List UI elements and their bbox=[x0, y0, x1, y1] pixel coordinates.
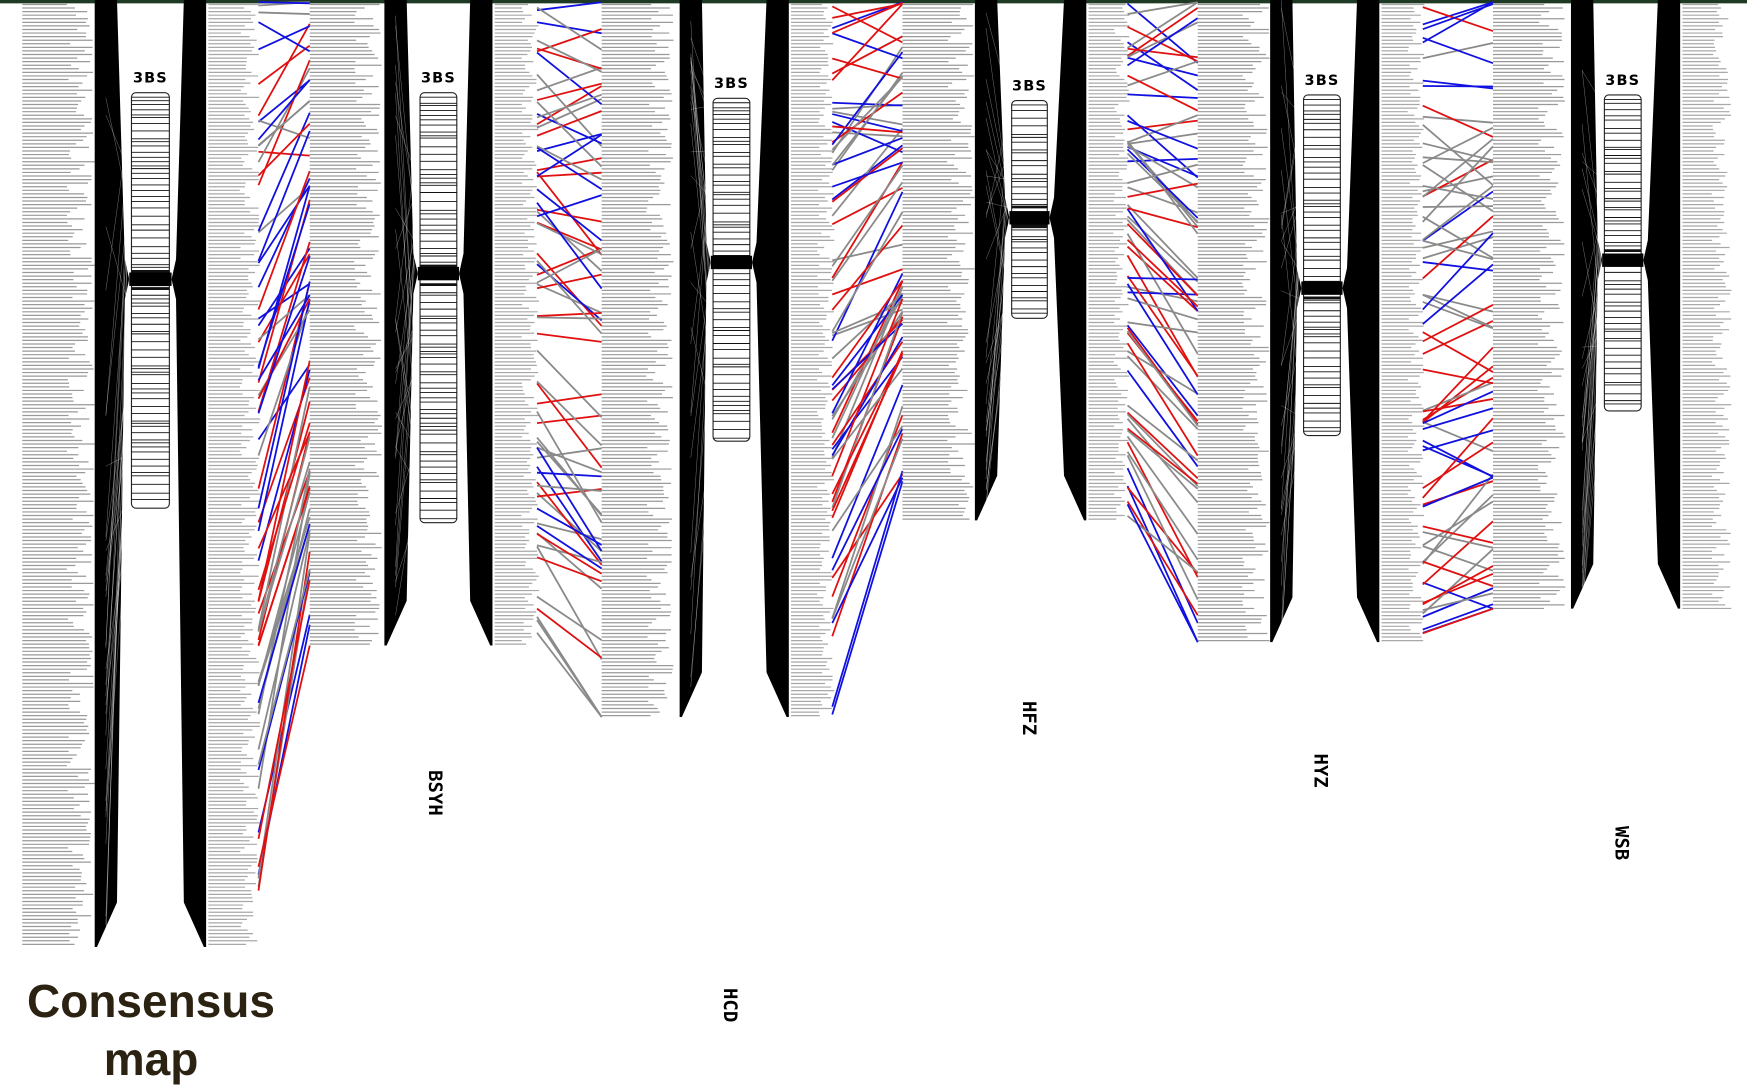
connector-fan bbox=[172, 0, 207, 947]
genetic-map: 3BS bbox=[22, 0, 309, 947]
marker-link bbox=[832, 103, 902, 106]
marker-link bbox=[832, 225, 902, 309]
chromosome bbox=[131, 93, 169, 508]
marker-link bbox=[1423, 4, 1493, 29]
marker-link bbox=[537, 334, 602, 342]
chromosome-label: 3BS bbox=[421, 71, 456, 87]
marker-link bbox=[1423, 502, 1493, 546]
connector-fan bbox=[95, 0, 130, 947]
map-comparison: 3BS 3BS BSYH 3BS HCD 3BS HFZ 3BS HYZ 3BS WSB bbox=[0, 0, 1747, 1090]
marker-link bbox=[537, 8, 602, 50]
marker-link bbox=[537, 415, 602, 423]
chromosome-label: 3BS bbox=[133, 71, 168, 87]
marker-link bbox=[537, 135, 602, 177]
chromosome-label: 3BS bbox=[1605, 73, 1640, 89]
figure: 3BS 3BS BSYH 3BS HCD 3BS HFZ 3BS HYZ 3BS WSB Conse… bbox=[0, 0, 1747, 1090]
marker-link bbox=[258, 12, 309, 14]
marker-link bbox=[1128, 322, 1198, 332]
marker-link bbox=[1423, 38, 1493, 63]
connector-fan bbox=[459, 0, 492, 646]
caption: Consensus map bbox=[0, 972, 302, 1088]
marker-link bbox=[1128, 76, 1198, 111]
marker-link bbox=[537, 482, 602, 565]
genetic-map: 3BS HCD bbox=[602, 0, 903, 1022]
marker-link bbox=[1128, 94, 1198, 98]
centromere bbox=[1602, 254, 1643, 267]
marker-link bbox=[537, 223, 602, 254]
marker-link bbox=[832, 474, 902, 578]
marker-link bbox=[537, 317, 602, 318]
marker-link bbox=[832, 162, 902, 186]
marker-link bbox=[537, 2, 602, 10]
centromere bbox=[1301, 281, 1342, 294]
marker-link bbox=[537, 350, 602, 417]
map-name: HCD bbox=[719, 988, 741, 1022]
connector-fan bbox=[1343, 0, 1380, 642]
marker-link bbox=[1128, 141, 1198, 234]
genetic-map: 3BS WSB bbox=[1493, 0, 1731, 860]
genetic-map: 3BS HFZ bbox=[902, 0, 1197, 735]
marker-link bbox=[258, 204, 309, 367]
marker-link bbox=[537, 134, 602, 151]
marker-link bbox=[537, 261, 602, 334]
centromere bbox=[129, 273, 171, 286]
marker-link bbox=[1128, 504, 1198, 642]
marker-link bbox=[832, 3, 902, 33]
chromosome-label: 3BS bbox=[1305, 73, 1340, 89]
genetic-map: 3BS BSYH bbox=[310, 0, 602, 816]
chromosome bbox=[420, 93, 457, 523]
marker-link bbox=[537, 448, 602, 552]
marker-link bbox=[537, 617, 602, 717]
chromosome-label: 3BS bbox=[714, 76, 749, 92]
centromere bbox=[711, 256, 752, 269]
marker-link bbox=[537, 486, 602, 491]
centromere bbox=[1009, 211, 1049, 224]
connector-fan bbox=[1643, 0, 1680, 609]
map-name: HFZ bbox=[1018, 701, 1040, 735]
marker-link bbox=[1423, 369, 1493, 383]
marker-link bbox=[1423, 474, 1493, 564]
marker-link bbox=[1128, 455, 1198, 599]
marker-link bbox=[537, 29, 602, 51]
marker-link bbox=[537, 40, 602, 71]
connector-fan bbox=[384, 0, 417, 646]
marker-link bbox=[1423, 186, 1493, 240]
marker-link bbox=[1423, 566, 1493, 604]
chromosome-label: 3BS bbox=[1012, 78, 1047, 94]
marker-link bbox=[537, 633, 602, 717]
connector-fan bbox=[752, 0, 789, 717]
marker-link bbox=[1128, 205, 1198, 278]
map-name: WSB bbox=[1611, 826, 1633, 860]
marker-link bbox=[1423, 217, 1493, 258]
marker-link bbox=[1423, 2, 1493, 24]
marker-link bbox=[1128, 278, 1198, 280]
marker-link bbox=[1128, 487, 1198, 573]
marker-link bbox=[537, 381, 602, 445]
centromere bbox=[418, 267, 459, 280]
connector-fan bbox=[1270, 0, 1301, 642]
marker-link bbox=[537, 412, 602, 523]
genetic-map: 3BS HYZ bbox=[1198, 0, 1493, 788]
map-name: HYZ bbox=[1310, 753, 1332, 787]
connector-fan bbox=[1050, 0, 1087, 520]
chromosome bbox=[1604, 95, 1641, 411]
marker-link bbox=[1423, 206, 1493, 207]
map-name: BSYH bbox=[424, 770, 446, 816]
marker-link bbox=[1423, 366, 1493, 422]
marker-link bbox=[1423, 81, 1493, 89]
marker-link bbox=[537, 49, 602, 69]
marker-link bbox=[1128, 22, 1198, 57]
marker-link bbox=[1423, 7, 1493, 31]
